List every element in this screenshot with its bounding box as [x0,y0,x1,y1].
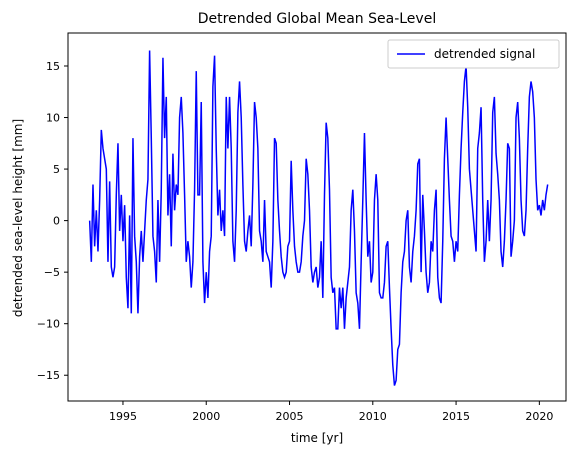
legend-frame [387,39,560,69]
plot-frame [67,32,567,402]
y-axis-label: detrended sea-level height [mm] [11,119,25,317]
x-tick-label: 1995 [109,410,137,423]
x-axis-label: time [yr] [291,431,343,445]
x-tick-label: 2005 [276,410,304,423]
y-tick-label: 15 [46,60,60,73]
x-tick-label: 2020 [525,410,553,423]
y-tick-label: −15 [37,369,60,382]
y-tick-label: 5 [53,163,60,176]
series-line-detrended-signal [88,50,549,386]
chart-title: Detrended Global Mean Sea-Level [198,11,436,27]
x-axis-ticks: 1995 2000 2005 2010 2015 2020 [109,401,553,423]
plot-area: 1995 2000 2005 2010 2015 2020 −15 −10 −5 0 5 10 15 [37,32,567,423]
x-tick-label: 2000 [192,410,220,423]
y-tick-label: −5 [44,266,60,279]
y-tick-label: 0 [53,215,60,228]
y-axis-ticks: −15 −10 −5 0 5 10 15 [37,60,68,382]
legend-label-detrended-signal: detrended signal [434,47,535,61]
y-tick-label: 10 [46,112,60,125]
legend: detrended signal [387,39,560,69]
x-tick-label: 2015 [442,410,470,423]
y-tick-label: −10 [37,318,60,331]
x-tick-label: 2010 [359,410,387,423]
